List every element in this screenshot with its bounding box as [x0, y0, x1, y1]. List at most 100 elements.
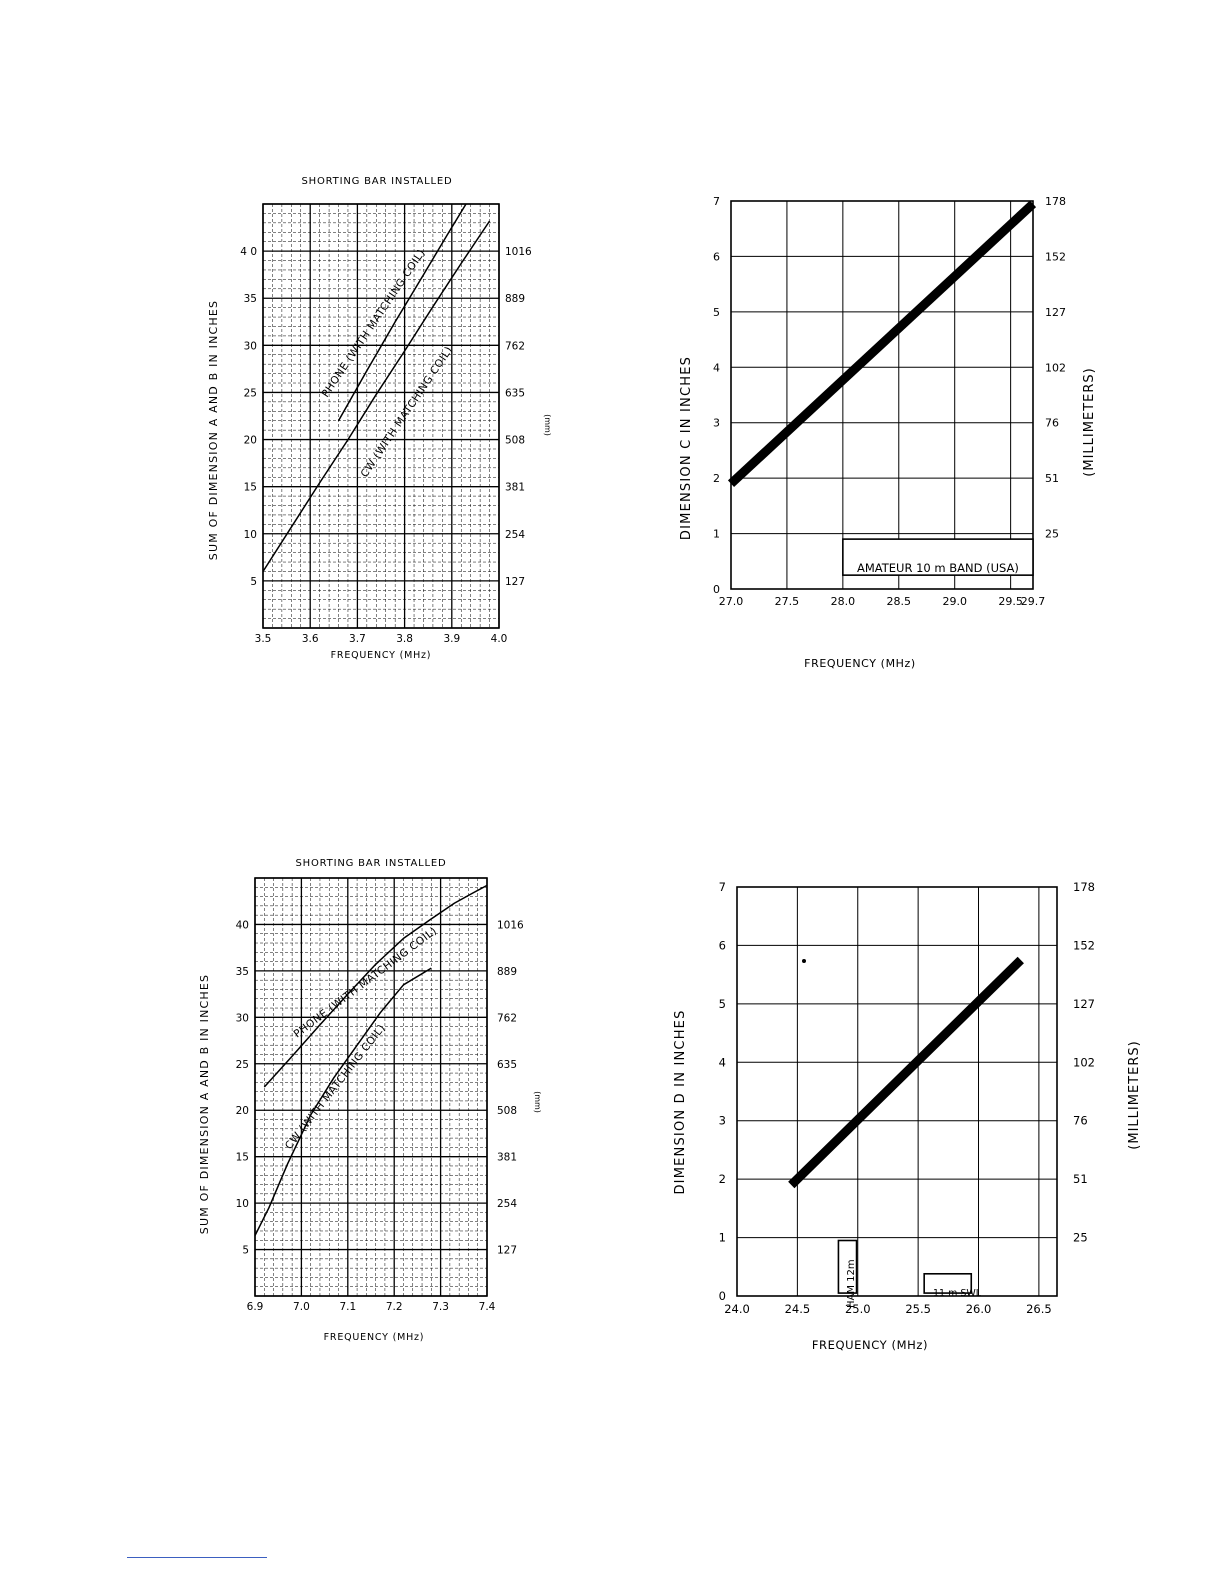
chart2-x-tick-label: 28.0: [831, 595, 856, 608]
chart3-y-tick-label: 20: [236, 1105, 249, 1117]
chart4-band-box-1: [837, 1239, 858, 1294]
chart2-y-tick-label: 0: [713, 583, 720, 596]
chart4-x-tick-label: 25.5: [905, 1302, 931, 1316]
chart4-x-ticks: 24.0 24.5 25.0 25.5 26.0 26.5: [724, 1302, 1051, 1316]
chart3-x-tick-label: 7.3: [432, 1301, 449, 1313]
chart4-x-tick-label: 26.0: [966, 1302, 992, 1316]
chart1-x-axis-label: FREQUENCY (MHz): [331, 650, 432, 661]
chart3-x-tick-label: 7.0: [293, 1301, 310, 1313]
chart3-x-tick-label: 7.1: [339, 1301, 356, 1313]
chart3-title: SHORTING BAR INSTALLED: [296, 858, 447, 869]
chart1-y-tick-label: 35: [244, 293, 257, 305]
chart3-y2-axis-label: (mm): [533, 1091, 542, 1113]
chart4-y-tick-label: 4: [719, 1055, 726, 1069]
chart1-y-tick-label: 5: [250, 576, 257, 588]
chart4-y2-tick-label: 127: [1073, 997, 1095, 1011]
chart2-y2-axis-label: (MILLIMETERS): [1082, 367, 1097, 476]
chart2-y-ticks: 0 1 2 3 4 5 6 7: [713, 195, 720, 596]
chart4-stray-dot: [802, 959, 806, 963]
chart1-y2-tick-label: 127: [505, 576, 525, 588]
chart3-y-tick-label: 35: [236, 966, 249, 978]
chart2-series-line-1: [727, 200, 1037, 488]
chart1-x-tick-label: 3.6: [302, 633, 319, 645]
chart3-y2-tick-label: 1016: [497, 919, 524, 931]
chart3-y2-tick-label: 127: [497, 1245, 517, 1257]
chart4-y-tick-label: 3: [719, 1114, 726, 1128]
chart1-series: [262, 203, 491, 572]
chart3-y2-tick-label: 254: [497, 1198, 517, 1210]
chart1-y2-tick-label: 508: [505, 435, 525, 447]
chart1-x-tick-label: 3.9: [443, 633, 460, 645]
chart1-y2-tick-label: 635: [505, 387, 525, 399]
chart2-y-tick-label: 6: [713, 250, 720, 263]
chart4-y2-axis-label: (MILLIMETERS): [1127, 1040, 1142, 1149]
chart1-y-tick-label: 15: [244, 482, 257, 494]
chart2-y-tick-label: 3: [713, 417, 720, 430]
chart3-y-tick-label: 40: [236, 919, 249, 931]
chart2-grid: [730, 200, 1034, 590]
chart2-x-axis-label: FREQUENCY (MHz): [804, 657, 916, 670]
chart3-y-tick-label: 15: [236, 1152, 249, 1164]
chart2-y2-ticks: 25 51 76 102 127 152 178: [1045, 195, 1066, 541]
chart2-y-tick-label: 2: [713, 472, 720, 485]
chart1-y2-tick-label: 254: [505, 529, 525, 541]
chart2-y-axis-label: DIMENSION C IN INCHES: [679, 356, 694, 540]
chart2-x-tick-label: 29.7: [1021, 595, 1046, 608]
chart2-x-tick-label: 27.0: [719, 595, 744, 608]
chart3-x-tick-label: 6.9: [247, 1301, 264, 1313]
chart4-grid: [736, 886, 1058, 1297]
chart4-y2-tick-label: 25: [1073, 1231, 1088, 1245]
chart4-y-tick-label: 6: [719, 938, 726, 952]
chart4-y-ticks: 0 1 2 3 4 5 6 7: [719, 880, 726, 1303]
chart1-x-tick-label: 3.8: [396, 633, 413, 645]
chart4-series-line-1: [788, 956, 1024, 1189]
chart3-y2-tick-label: 381: [497, 1152, 517, 1164]
chart1-x-tick-label: 4.0: [491, 633, 508, 645]
chart3-x-tick-label: 7.2: [386, 1301, 403, 1313]
chart2-x-tick-label: 27.5: [775, 595, 800, 608]
chart3-y2-tick-label: 762: [497, 1012, 517, 1024]
chart4-y2-tick-label: 51: [1073, 1172, 1088, 1186]
chart4-series: [788, 956, 1024, 1189]
chart3-y2-ticks: 127 254 381 508 635 762 889 1016: [497, 919, 524, 1256]
chart4-x-tick-label: 25.0: [845, 1302, 871, 1316]
chart3-y2-tick-label: 508: [497, 1105, 517, 1117]
chart2-y-tick-label: 5: [713, 306, 720, 319]
chart3-y-tick-label: 10: [236, 1198, 249, 1210]
chart1-y-tick-label: 25: [244, 387, 257, 399]
chart4-frame: [736, 886, 1058, 1297]
chart1-y2-ticks: 127 254 381 508 635 762 889 1016: [505, 246, 532, 588]
chart3-y-axis-label: SUM OF DIMENSION A AND B IN INCHES: [198, 974, 211, 1234]
chart1-y-ticks: 5 10 15 20 25 30 35 4 0: [240, 246, 257, 588]
chart1-y-tick-label: 30: [244, 340, 257, 352]
chart2-series: [727, 200, 1037, 488]
chart4-y-tick-label: 1: [719, 1231, 726, 1245]
chart3-x-ticks: 6.9 7.0 7.1 7.2 7.3 7.4: [247, 1301, 496, 1313]
chart2-y-tick-label: 4: [713, 361, 720, 374]
chart3-y-tick-label: 25: [236, 1059, 249, 1071]
chart3-x-axis-label: FREQUENCY (MHz): [324, 1332, 425, 1343]
chart2-y2-tick-label: 25: [1045, 528, 1059, 541]
chart4-y-tick-label: 5: [719, 997, 726, 1011]
chart4-x-tick-label: 26.5: [1026, 1302, 1052, 1316]
chart2-y2-tick-label: 76: [1045, 417, 1059, 430]
chart3-x-tick-label: 7.4: [479, 1301, 496, 1313]
chart1-y2-tick-label: 889: [505, 293, 525, 305]
chart1-x-tick-label: 3.7: [349, 633, 366, 645]
chart2-y2-tick-label: 51: [1045, 472, 1059, 485]
chart2-y2-tick-label: 178: [1045, 195, 1066, 208]
chart2-y2-tick-label: 152: [1045, 250, 1066, 263]
chart2-band-box-1: [842, 538, 1034, 576]
chart4-y2-tick-label: 178: [1073, 880, 1095, 894]
chart4-band-box-2: [923, 1272, 973, 1294]
chart4-band-boxes: [837, 1239, 973, 1294]
chart4-y-tick-label: 2: [719, 1172, 726, 1186]
chart1-series-line-1: [337, 203, 467, 422]
chart4-band-swl-label: 11 m SWL: [933, 1288, 982, 1299]
chart4-y2-ticks: 25 51 76 102 127 152 178: [1073, 880, 1095, 1245]
footer-rule: [127, 1557, 267, 1558]
